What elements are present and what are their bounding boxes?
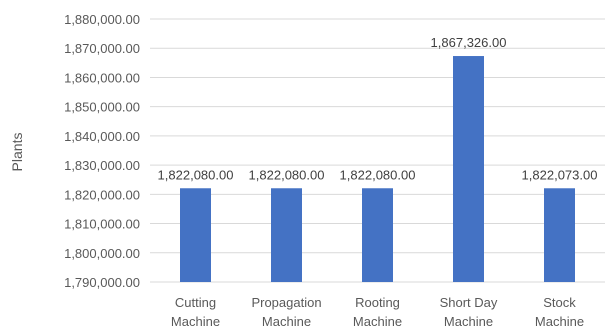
data-label: 1,822,073.00 — [522, 167, 598, 182]
y-axis-tick-labels: 1,790,000.00 1,800,000.00 1,810,000.00 1,82… — [64, 12, 140, 290]
category-label: Propagation — [251, 295, 321, 310]
bar — [180, 188, 211, 282]
category-label: Machine — [171, 314, 220, 329]
y-tick-label: 1,790,000.00 — [64, 275, 140, 290]
bar — [271, 188, 302, 282]
data-labels: 1,822,080.00 1,822,080.00 1,822,080.00 1,86… — [158, 35, 598, 182]
bars — [180, 56, 575, 283]
data-label: 1,822,080.00 — [249, 167, 325, 182]
bar — [362, 188, 393, 282]
category-label: Rooting — [355, 295, 400, 310]
category-label: Stock — [543, 295, 576, 310]
data-label: 1,822,080.00 — [340, 167, 416, 182]
y-tick-label: 1,850,000.00 — [64, 100, 140, 115]
category-label: Cutting — [175, 295, 216, 310]
category-label: Machine — [444, 314, 493, 329]
y-tick-label: 1,830,000.00 — [64, 158, 140, 173]
y-axis-label: Plants — [9, 133, 25, 172]
category-label: Machine — [262, 314, 311, 329]
bar — [544, 188, 575, 282]
y-tick-label: 1,840,000.00 — [64, 129, 140, 144]
y-tick-label: 1,880,000.00 — [64, 12, 140, 27]
gridlines — [150, 18, 605, 283]
y-tick-label: 1,870,000.00 — [64, 41, 140, 56]
x-axis-category-labels: Cutting Machine Propagation Machine Rooting M… — [171, 295, 584, 329]
data-label: 1,822,080.00 — [158, 167, 234, 182]
data-label: 1,867,326.00 — [431, 35, 507, 50]
y-tick-label: 1,860,000.00 — [64, 70, 140, 85]
bar — [453, 56, 484, 283]
category-label: Machine — [353, 314, 402, 329]
category-label: Machine — [535, 314, 584, 329]
y-tick-label: 1,800,000.00 — [64, 246, 140, 261]
y-tick-label: 1,820,000.00 — [64, 187, 140, 202]
y-tick-label: 1,810,000.00 — [64, 217, 140, 232]
category-label: Short Day — [440, 295, 498, 310]
